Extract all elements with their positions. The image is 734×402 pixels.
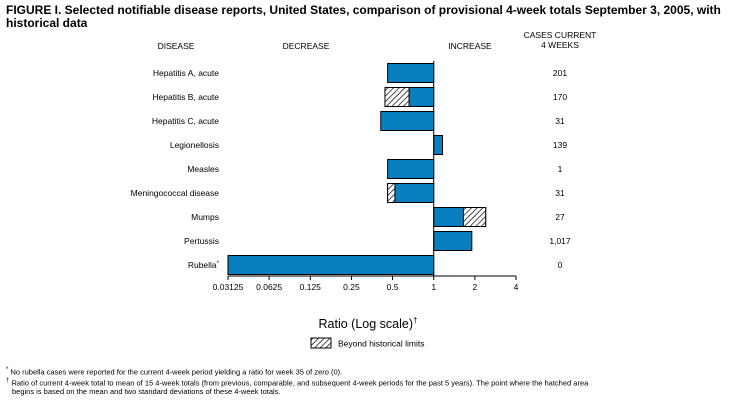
- cases-values: 201 170 31 139 1 31 27 1,017 0: [549, 68, 571, 270]
- hatch-hepatitis-b-acute: [384, 87, 410, 107]
- bar-measles: [387, 159, 435, 179]
- x-tick-label: 0.0625: [256, 282, 282, 292]
- footnote-star-mark: *: [6, 367, 9, 373]
- footnote-dagger-text-line2: begins is based on the mean and two stan…: [12, 387, 281, 396]
- x-axis: 0.03125 0.0625 0.125 0.25 0.5 1 2 4: [213, 61, 519, 292]
- x-axis-label: Ratio (Log scale)†: [319, 316, 418, 331]
- cases-column-header: CASES CURRENT 4 WEEKS: [510, 30, 610, 50]
- x-tick-label: 0.125: [300, 282, 322, 292]
- figure-title: FIGURE I. Selected notifiable disease re…: [6, 3, 721, 30]
- x-axis-label-text: Ratio (Log scale): [319, 317, 414, 331]
- footnote-ratio: † Ratio of current 4-week total to mean …: [6, 377, 730, 388]
- x-tick-label: 0.5: [387, 282, 399, 292]
- x-tick-label: 4: [514, 282, 519, 292]
- footnote-rubella: * No rubella cases were reported for the…: [6, 366, 730, 377]
- category-label-meningococcal-disease: Meningococcal disease: [131, 188, 220, 198]
- category-label-pertussis: Pertussis: [184, 236, 219, 246]
- hatch-meningococcal-disease: [387, 183, 396, 203]
- cases-value-hepatitis-a-acute: 201: [553, 68, 567, 78]
- cases-value-rubella: 0: [558, 260, 563, 270]
- bar-hepatitis-a-acute: [387, 63, 435, 83]
- category-label-hepatitis-c-acute: Hepatitis C, acute: [152, 116, 219, 126]
- cases-header-line1: CASES CURRENT: [523, 30, 597, 40]
- category-label-hepatitis-b-acute: Hepatitis B, acute: [152, 92, 219, 102]
- category-label-legionellosis: Legionellosis: [170, 140, 219, 150]
- cases-value-hepatitis-b-acute: 170: [553, 92, 567, 102]
- bar-pertussis: [433, 231, 473, 251]
- footnotes: * No rubella cases were reported for the…: [6, 366, 730, 396]
- category-label-rubella: Rubella*: [188, 260, 220, 270]
- decrease-header: DECREASE: [282, 41, 330, 51]
- cases-header-line2: 4 WEEKS: [541, 40, 579, 50]
- x-axis-label-mark: †: [413, 316, 417, 325]
- cases-value-hepatitis-c-acute: 31: [555, 116, 565, 126]
- cases-value-legionellosis: 139: [553, 140, 567, 150]
- footnote-dagger-text-line1: Ratio of current 4-week total to mean of…: [11, 378, 589, 387]
- bar-legionellosis: [433, 135, 444, 155]
- category-mark-rubella: *: [217, 261, 220, 267]
- x-tick-label: 0.25: [343, 282, 360, 292]
- footnote-ratio-continued: begins is based on the mean and two stan…: [6, 387, 730, 396]
- footnote-star-text: No rubella cases were reported for the c…: [10, 367, 343, 377]
- cases-value-measles: 1: [558, 164, 563, 174]
- cases-value-mumps: 27: [555, 212, 565, 222]
- legend-label: Beyond historical limits: [338, 339, 424, 349]
- cases-value-pertussis: 1,017: [549, 236, 571, 246]
- bars-layer: [227, 63, 487, 275]
- increase-header: INCREASE: [448, 41, 492, 51]
- bar-rubella: [227, 255, 435, 275]
- x-tick-label: 2: [472, 282, 477, 292]
- cases-value-meningococcal-disease: 31: [555, 188, 565, 198]
- category-labels: Hepatitis A, acute Hepatitis B, acute Hepa…: [131, 68, 220, 270]
- x-tick-label: 1: [431, 282, 436, 292]
- category-label-mumps: Mumps: [191, 212, 219, 222]
- category-label-hepatitis-a-acute: Hepatitis A, acute: [153, 68, 219, 78]
- hatch-mumps: [462, 207, 487, 227]
- x-tick-label: 0.03125: [213, 282, 244, 292]
- legend-hatch-swatch: [310, 337, 332, 349]
- category-label-measles: Measles: [187, 164, 219, 174]
- disease-column-header: DISEASE: [157, 41, 195, 51]
- legend: Beyond historical limits: [310, 337, 424, 349]
- ratio-bar-chart: 0.03125 0.0625 0.125 0.25 0.5 1 2 4 Hepatitis A…: [131, 61, 571, 349]
- footnote-dagger-mark: †: [6, 377, 10, 384]
- bar-hepatitis-c-acute: [380, 111, 435, 131]
